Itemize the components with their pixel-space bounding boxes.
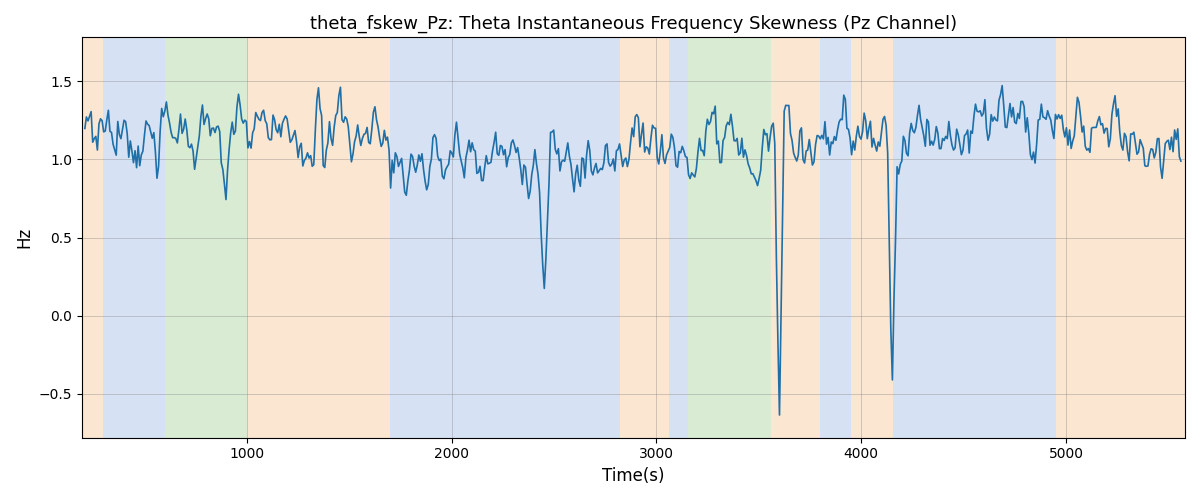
- Bar: [390, 38, 619, 438]
- Bar: [772, 38, 821, 438]
- Bar: [668, 38, 688, 438]
- Bar: [893, 38, 1056, 438]
- Bar: [619, 38, 668, 438]
- Bar: [103, 38, 164, 438]
- Bar: [688, 38, 772, 438]
- Bar: [247, 38, 390, 438]
- Bar: [82, 38, 103, 438]
- X-axis label: Time(s): Time(s): [602, 467, 665, 485]
- Y-axis label: Hz: Hz: [14, 227, 34, 248]
- Bar: [851, 38, 893, 438]
- Bar: [821, 38, 851, 438]
- Bar: [1056, 38, 1186, 438]
- Title: theta_fskew_Pz: Theta Instantaneous Frequency Skewness (Pz Channel): theta_fskew_Pz: Theta Instantaneous Freq…: [310, 15, 956, 34]
- Bar: [164, 38, 247, 438]
